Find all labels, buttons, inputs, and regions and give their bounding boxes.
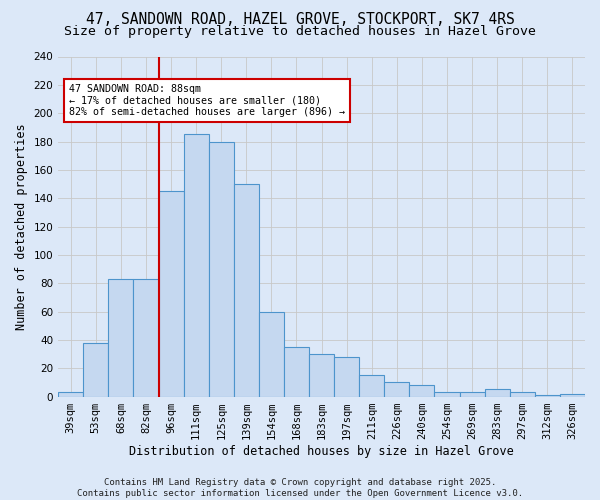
Bar — [535, 395, 560, 396]
Text: Contains HM Land Registry data © Crown copyright and database right 2025.
Contai: Contains HM Land Registry data © Crown c… — [77, 478, 523, 498]
Bar — [334, 357, 359, 397]
Bar — [133, 279, 158, 396]
Bar — [234, 184, 259, 396]
Bar — [385, 382, 409, 396]
Bar — [284, 347, 309, 397]
Bar — [434, 392, 460, 396]
Bar — [83, 342, 109, 396]
Text: 47 SANDOWN ROAD: 88sqm
← 17% of detached houses are smaller (180)
82% of semi-de: 47 SANDOWN ROAD: 88sqm ← 17% of detached… — [69, 84, 345, 117]
Bar — [510, 392, 535, 396]
Bar — [359, 376, 385, 396]
Bar — [158, 191, 184, 396]
Text: 47, SANDOWN ROAD, HAZEL GROVE, STOCKPORT, SK7 4RS: 47, SANDOWN ROAD, HAZEL GROVE, STOCKPORT… — [86, 12, 514, 28]
Bar — [560, 394, 585, 396]
Y-axis label: Number of detached properties: Number of detached properties — [15, 123, 28, 330]
Bar — [209, 142, 234, 396]
Bar — [184, 134, 209, 396]
Bar — [109, 279, 133, 396]
Bar — [485, 390, 510, 396]
X-axis label: Distribution of detached houses by size in Hazel Grove: Distribution of detached houses by size … — [129, 444, 514, 458]
Bar — [259, 312, 284, 396]
Bar — [58, 392, 83, 396]
Bar — [309, 354, 334, 397]
Bar — [409, 385, 434, 396]
Text: Size of property relative to detached houses in Hazel Grove: Size of property relative to detached ho… — [64, 25, 536, 38]
Bar — [460, 392, 485, 396]
